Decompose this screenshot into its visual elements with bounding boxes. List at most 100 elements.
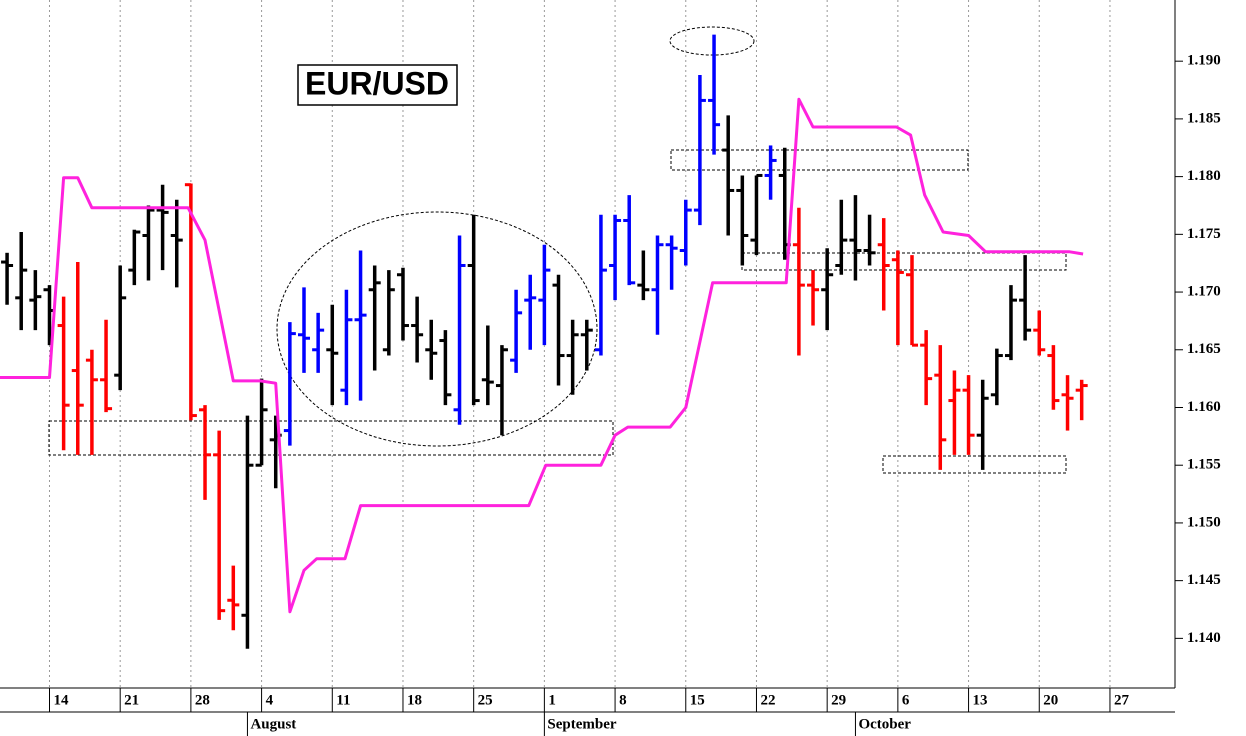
ohlc-bar	[835, 199, 848, 275]
ohlc-bar	[100, 319, 113, 413]
x-tick-label: 18	[407, 692, 422, 708]
x-tick-label: 29	[831, 692, 846, 708]
ohlc-bar	[736, 175, 749, 266]
y-tick-label: 1.190	[1187, 53, 1221, 69]
ohlc-bar	[199, 405, 212, 500]
x-tick-label: 22	[760, 692, 775, 708]
ohlc-bar	[891, 250, 904, 346]
month-label: August	[250, 716, 296, 732]
ohlc-bar	[665, 235, 678, 290]
ohlc-bar	[354, 250, 367, 401]
ohlc-bar	[750, 173, 763, 256]
ohlc-bar	[1061, 375, 1074, 431]
ohlc-bar	[71, 262, 84, 455]
annotation-box	[670, 149, 969, 171]
x-tick-label: 8	[619, 692, 627, 708]
ohlc-bar	[849, 195, 862, 281]
month-label: October	[858, 716, 911, 732]
ohlc-bar	[170, 199, 183, 288]
y-tick-label: 1.140	[1187, 630, 1221, 646]
ohlc-bar	[29, 270, 42, 331]
chart-title: EUR/USD	[305, 65, 449, 101]
ohlc-bar	[976, 379, 989, 470]
ohlc-bar	[1, 252, 14, 305]
ohlc-bar	[594, 214, 607, 356]
annotation-box	[48, 420, 614, 456]
annotation-box	[882, 455, 1067, 474]
x-tick-label: 28	[195, 692, 210, 708]
ohlc-bar	[382, 270, 395, 356]
y-tick-label: 1.180	[1187, 168, 1221, 184]
ohlc-bar	[425, 319, 438, 380]
x-tick-label: 13	[973, 692, 988, 708]
x-tick-label: 25	[478, 692, 493, 708]
x-tick-label: 1	[548, 692, 556, 708]
ohlc-bar	[651, 235, 664, 335]
ohlc-bar	[481, 325, 494, 406]
ohlc-bar	[142, 205, 155, 281]
x-tick-label: 27	[1114, 692, 1130, 708]
ohlc-bar	[1004, 285, 1017, 361]
annotation-ellipse	[669, 26, 755, 56]
ohlc-bar	[467, 214, 480, 406]
title-box	[297, 64, 458, 106]
ohlc-bar	[396, 267, 409, 341]
ohlc-bar	[708, 34, 721, 155]
ohlc-bar	[298, 287, 311, 373]
ohlc-bar	[312, 312, 325, 373]
ohlc-bar	[411, 296, 424, 363]
ohlc-bar	[85, 349, 98, 455]
x-tick-label: 11	[336, 692, 350, 708]
y-tick-label: 1.170	[1187, 283, 1221, 299]
x-tick-label: 4	[266, 692, 274, 708]
ohlc-bar	[962, 375, 975, 455]
ohlc-bar	[114, 265, 127, 391]
ohlc-bar	[1019, 255, 1032, 341]
annotation-ellipse	[276, 211, 598, 447]
y-tick-label: 1.145	[1187, 572, 1221, 588]
y-tick-label: 1.160	[1187, 399, 1221, 415]
ohlc-bar	[792, 207, 805, 356]
ohlc-bar	[538, 244, 551, 346]
ohlc-bar	[128, 229, 141, 286]
ohlc-bar	[340, 289, 353, 406]
ohlc-bar	[580, 319, 593, 371]
ohlc-bar	[227, 565, 240, 631]
x-tick-label: 20	[1043, 692, 1058, 708]
ohlc-bar	[156, 184, 169, 271]
ohlc-bar	[495, 345, 508, 436]
stop-line	[0, 97, 1084, 614]
x-tick-label: 6	[902, 692, 910, 708]
ohlc-bar	[241, 415, 254, 649]
ohlc-bar	[57, 296, 70, 451]
ohlc-bar	[255, 378, 268, 467]
ohlc-bar	[906, 255, 919, 347]
ohlc-bar	[510, 289, 523, 373]
y-tick-label: 1.165	[1187, 341, 1221, 357]
ohlc-bar	[283, 322, 296, 446]
ohlc-bar	[566, 319, 579, 395]
y-tick-label: 1.155	[1187, 457, 1221, 473]
month-label: September	[547, 716, 616, 732]
ohlc-bar	[1047, 345, 1060, 410]
ohlc-bar	[863, 214, 876, 266]
ohlc-bar	[920, 330, 933, 406]
ohlc-bar	[990, 348, 1003, 406]
grid	[48, 0, 1111, 688]
ohlc-bar	[679, 199, 692, 266]
ohlc-bar	[609, 214, 622, 301]
ohlc-bar	[1033, 310, 1046, 356]
annotations	[48, 26, 1067, 474]
ohlc-bar	[213, 430, 226, 620]
ohlc-bar	[877, 218, 890, 311]
x-tick-label: 21	[124, 692, 139, 708]
x-tick-label: 15	[690, 692, 705, 708]
ohlc-bar	[807, 270, 820, 326]
ohlc-bar	[821, 248, 834, 331]
ohlc-bar	[184, 183, 197, 421]
ohlc-bar	[934, 345, 947, 470]
ohlc-bar	[453, 235, 466, 425]
